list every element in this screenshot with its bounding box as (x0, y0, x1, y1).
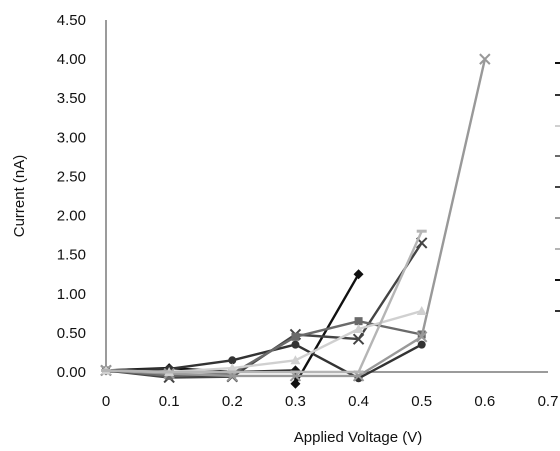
series-line (105, 309, 423, 374)
series-5 (100, 53, 491, 382)
data-point (353, 323, 364, 333)
data-point (228, 356, 237, 365)
x-tick-labels: 0 0.1 0.2 0.3 0.4 0.5 0.6 0.7 (102, 393, 559, 410)
data-point (479, 53, 491, 65)
x-axis-title: Applied Voltage (V) (294, 429, 422, 446)
x-tick-label: 0.4 (348, 393, 369, 410)
y-tick-label: 2.00 (57, 208, 86, 225)
y-tick-label: 0.00 (57, 364, 86, 381)
series-line (105, 58, 487, 378)
data-point (417, 340, 426, 349)
data-point (352, 333, 365, 345)
y-tick-labels: 0.00 0.50 1.00 1.50 2.00 2.50 3.00 3.50 4.00 4.50 (57, 12, 86, 381)
series-line (105, 242, 423, 379)
data-point (290, 378, 301, 389)
x-tick-label: 0.6 (474, 393, 495, 410)
series-layer (100, 53, 491, 389)
series-6 (101, 305, 427, 376)
data-point (227, 363, 238, 373)
x-tick-label: 0.1 (159, 393, 180, 410)
y-tick-label: 2.50 (57, 168, 86, 185)
data-point (290, 355, 301, 365)
series-line (105, 320, 422, 378)
x-tick-label: 0.7 (538, 393, 559, 410)
data-point (291, 332, 300, 341)
y-tick-label: 1.50 (57, 247, 86, 264)
x-tick-label: 0.5 (411, 393, 432, 410)
x-tick-label: 0.2 (222, 393, 243, 410)
series-line (105, 343, 423, 380)
data-point (354, 317, 363, 326)
legend-clipped (555, 62, 560, 312)
x-tick-label: 0.3 (285, 393, 306, 410)
y-tick-label: 3.00 (57, 129, 86, 146)
y-tick-label: 4.00 (57, 51, 86, 68)
series-7 (101, 229, 427, 374)
x-tick-label: 0 (102, 393, 110, 410)
series-line (105, 230, 423, 374)
y-tick-label: 0.50 (57, 325, 86, 342)
data-point (290, 365, 301, 376)
data-point (291, 340, 300, 349)
y-axis-title: Current (nA) (11, 155, 28, 238)
data-point (353, 269, 364, 280)
y-tick-label: 1.00 (57, 286, 86, 303)
data-point (228, 369, 237, 378)
y-tick-label: 3.50 (57, 90, 86, 107)
series-3 (100, 237, 428, 384)
data-point (416, 331, 428, 343)
data-point (416, 305, 427, 315)
y-tick-label: 4.50 (57, 12, 86, 29)
